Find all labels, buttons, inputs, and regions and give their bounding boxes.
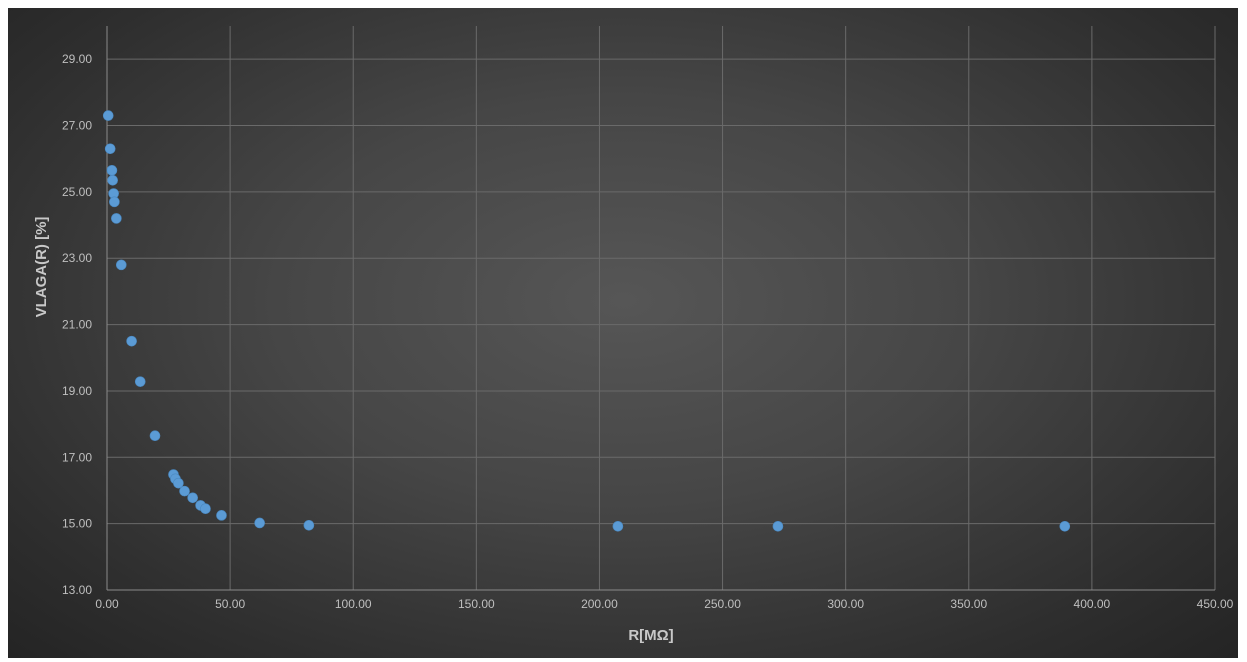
x-tick-label: 150.00 bbox=[458, 597, 495, 611]
data-point bbox=[173, 477, 184, 489]
data-point bbox=[104, 143, 116, 155]
data-points bbox=[102, 110, 1071, 532]
data-point bbox=[107, 174, 118, 186]
y-tick-label: 29.00 bbox=[62, 52, 92, 66]
y-tick-label: 21.00 bbox=[62, 318, 92, 332]
y-tick-label: 27.00 bbox=[62, 119, 92, 133]
data-point bbox=[115, 259, 127, 271]
x-tick-label: 450.00 bbox=[1197, 597, 1234, 611]
data-point bbox=[187, 492, 198, 504]
chart-area: 0.00 50.00 100.00 150.00 200.00 250.00 300.00 3… bbox=[8, 8, 1238, 658]
y-tick-label: 15.00 bbox=[62, 517, 92, 531]
y-tick-label: 19.00 bbox=[62, 384, 92, 398]
data-point bbox=[111, 213, 122, 224]
x-tick-label: 400.00 bbox=[1074, 597, 1111, 611]
x-axis-title: R[MΩ] bbox=[628, 627, 673, 644]
y-tick-label: 25.00 bbox=[62, 185, 92, 199]
x-tick-label: 100.00 bbox=[335, 597, 372, 611]
y-tick-label: 13.00 bbox=[62, 583, 92, 597]
data-point bbox=[772, 521, 784, 532]
scatter-chart: 0.00 50.00 100.00 150.00 200.00 250.00 300.00 3… bbox=[33, 26, 1234, 644]
gridlines bbox=[107, 26, 1216, 590]
y-axis-title: VLAGA(R) [%] bbox=[33, 217, 50, 318]
x-tick-labels: 0.00 50.00 100.00 150.00 200.00 250.00 300.00 3… bbox=[95, 597, 1233, 611]
data-point bbox=[303, 520, 315, 531]
data-point bbox=[179, 485, 190, 497]
y-tick-labels: 13.00 15.00 17.00 19.00 21.00 23.00 25.00 27.00… bbox=[62, 52, 92, 597]
x-tick-label: 0.00 bbox=[95, 597, 119, 611]
data-point bbox=[134, 376, 146, 387]
axes bbox=[106, 26, 1215, 591]
y-tick-label: 23.00 bbox=[62, 251, 92, 265]
data-point bbox=[254, 517, 265, 529]
data-point bbox=[1059, 521, 1071, 532]
data-point bbox=[149, 430, 161, 442]
y-tick-label: 17.00 bbox=[62, 450, 92, 464]
data-point bbox=[102, 110, 114, 121]
data-point bbox=[126, 335, 137, 347]
x-tick-label: 200.00 bbox=[581, 597, 618, 611]
x-tick-label: 300.00 bbox=[827, 597, 864, 611]
data-point bbox=[106, 165, 118, 176]
data-point bbox=[216, 510, 227, 521]
x-tick-label: 350.00 bbox=[950, 597, 987, 611]
x-tick-label: 250.00 bbox=[704, 597, 741, 611]
data-point bbox=[200, 503, 211, 515]
data-point bbox=[109, 196, 120, 208]
x-tick-label: 50.00 bbox=[215, 597, 245, 611]
data-point bbox=[612, 521, 624, 532]
